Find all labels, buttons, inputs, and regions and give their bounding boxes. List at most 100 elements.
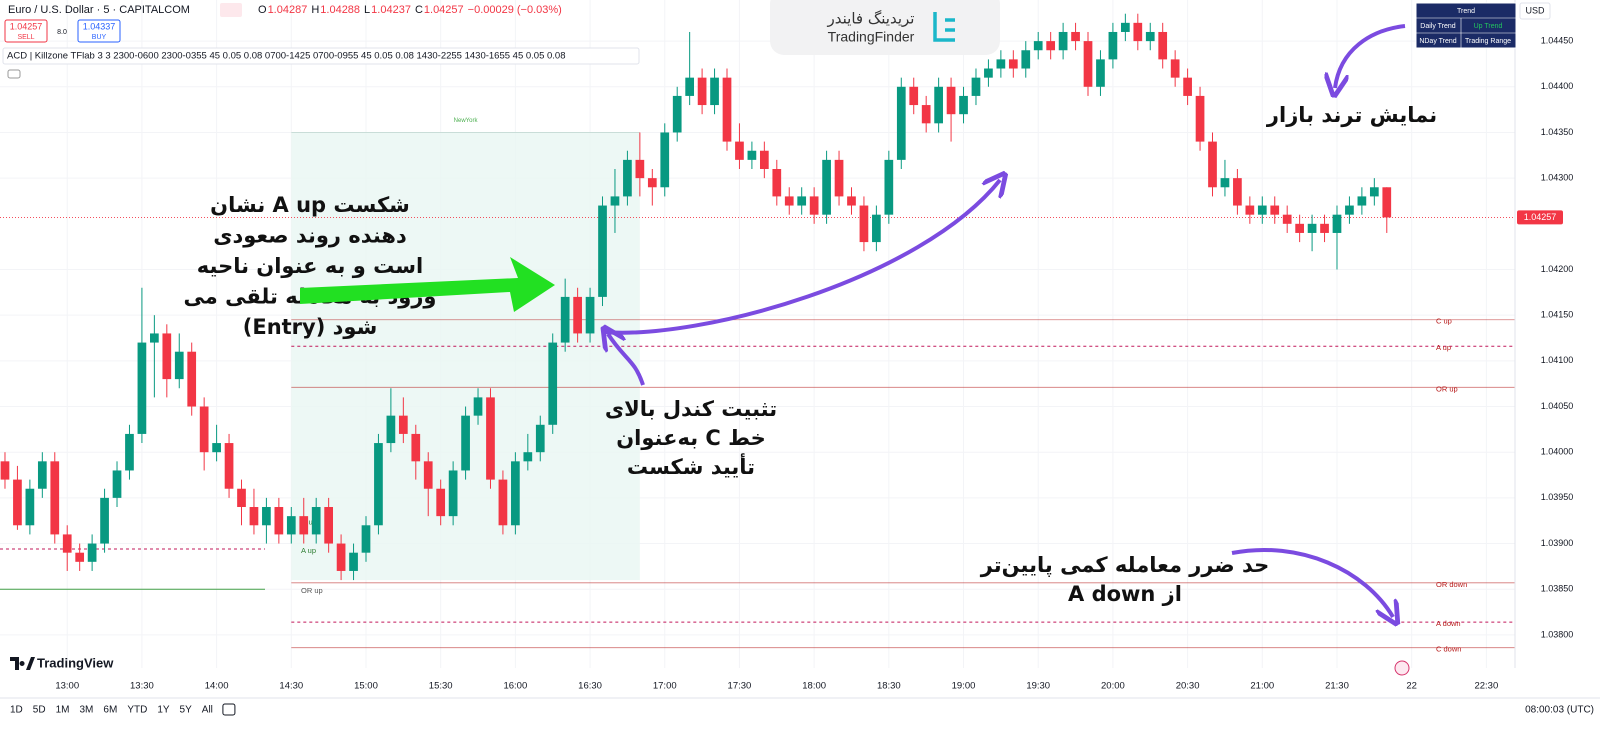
quote-key: C: [415, 4, 423, 16]
range-button[interactable]: 5Y: [180, 705, 193, 716]
symbol: Euro / U.S. Dollar · 5 · CAPITALCOM: [8, 4, 190, 16]
range-button[interactable]: 1D: [10, 705, 23, 716]
buy-button[interactable]: [77, 19, 121, 43]
candle-body: [324, 507, 334, 544]
candle-body: [1332, 214, 1342, 233]
candle-body: [1071, 31, 1080, 42]
x-tick-label: 14:00: [205, 681, 229, 692]
currency-button[interactable]: [1519, 2, 1551, 20]
candle-body: [884, 159, 894, 215]
candle-body: [398, 415, 408, 434]
candle-body: [735, 141, 744, 160]
candle-body: [249, 507, 259, 526]
range-button[interactable]: 6M: [103, 705, 117, 716]
candle-body: [847, 196, 856, 206]
date-range-button[interactable]: [222, 703, 236, 716]
range-button[interactable]: 1M: [56, 705, 70, 716]
quote-value: 1.04287: [268, 4, 308, 16]
x-tick-label: 18:00: [802, 681, 826, 692]
candle-body: [1307, 223, 1317, 233]
alert-icon[interactable]: [1394, 660, 1410, 676]
table-title: Trend: [1457, 8, 1475, 15]
x-tick-label: 22:30: [1474, 681, 1498, 692]
spread: 8.0: [57, 29, 67, 36]
x-tick-label: 17:00: [653, 681, 677, 692]
candle-body: [610, 196, 620, 206]
candle-body: [672, 95, 682, 133]
table-cell: Daily Trend: [1420, 23, 1456, 30]
x-tick-label: 14:30: [279, 681, 303, 692]
last-price-label: 1.04257: [1524, 212, 1557, 222]
range-button[interactable]: YTD: [127, 705, 147, 716]
clock: 08:00:03 (UTC): [1525, 705, 1594, 716]
candle-body: [75, 552, 85, 562]
plot-area: NewYork C up A up OR up OR down A down C down C…: [0, 0, 1515, 668]
trend-table: [1415, 2, 1517, 49]
candle-body: [100, 497, 109, 544]
candle-body: [511, 461, 520, 526]
candle-body: [1008, 59, 1018, 69]
annotation: حد ضرر معامله کمی پایین‌تر: [980, 553, 1270, 577]
range-button[interactable]: 1Y: [157, 705, 170, 716]
candle-body: [548, 342, 558, 425]
y-tick-label: 1.04150: [1541, 310, 1574, 320]
candle-body: [1145, 31, 1155, 42]
candle-body: [722, 77, 732, 142]
candle-body: [1233, 178, 1242, 206]
candle-body: [1369, 187, 1379, 197]
candle-body: [87, 543, 97, 562]
purple-arrow: [608, 334, 645, 386]
sell-button[interactable]: [4, 19, 48, 43]
flag-button[interactable]: [220, 3, 242, 17]
candle-body: [311, 507, 321, 535]
candle-body: [859, 205, 869, 243]
candle-body: [1195, 95, 1205, 142]
candle-body: [461, 415, 470, 471]
candle-body: [174, 351, 184, 380]
candle-body: [1133, 22, 1143, 42]
y-tick-label: 1.04350: [1541, 127, 1574, 137]
y-tick-label: 1.04000: [1541, 447, 1574, 457]
candle-body: [697, 77, 707, 106]
candle-body: [1108, 31, 1118, 60]
candle-body: [921, 105, 931, 124]
purple-arrow: [1231, 547, 1393, 617]
y-tick-label: 1.03800: [1541, 629, 1574, 639]
candle-body: [212, 443, 221, 453]
candle-body: [934, 86, 943, 124]
y-tick-label: 1.04200: [1541, 264, 1574, 274]
candle-body: [187, 351, 197, 407]
annotation: تثبیت کندل بالای: [605, 397, 777, 421]
range-button[interactable]: 5D: [33, 705, 46, 716]
x-tick-label: 21:00: [1250, 681, 1274, 692]
range-button[interactable]: 3M: [80, 705, 94, 716]
candle-body: [25, 488, 35, 526]
candle-body: [286, 516, 296, 535]
candle-body: [1170, 59, 1180, 78]
candle-body: [1282, 214, 1292, 224]
candle-body: [971, 77, 981, 96]
candle-body: [1320, 223, 1329, 233]
candle-body: [1357, 196, 1367, 206]
y-tick-label: 1.03900: [1541, 538, 1574, 548]
candle-body: [573, 296, 582, 334]
level-label: A down: [1436, 619, 1461, 628]
x-tick-label: 18:30: [877, 681, 901, 692]
candle-body: [13, 479, 22, 526]
candle-body: [361, 525, 371, 553]
quote-value: 1.04237: [371, 4, 411, 16]
indicator-legend[interactable]: [2, 47, 640, 65]
candle-body: [585, 296, 595, 334]
level-label: A up: [301, 546, 316, 555]
range-button[interactable]: All: [202, 705, 213, 716]
level-label: C up: [301, 518, 317, 527]
candle-body: [1220, 178, 1230, 188]
annotation: شود (Entry): [243, 315, 378, 339]
candle-body: [560, 296, 570, 343]
candle-body: [710, 77, 719, 106]
collapse-button[interactable]: [7, 69, 21, 79]
candle-body: [1046, 41, 1056, 51]
candle-body: [1158, 31, 1168, 60]
